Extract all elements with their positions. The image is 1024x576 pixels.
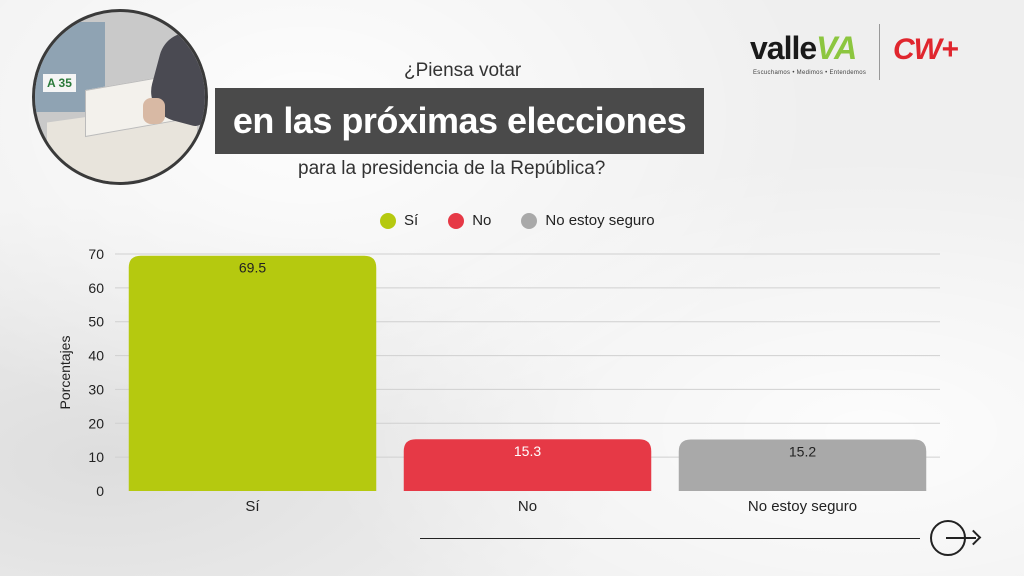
valleva-logo-suffix: VA — [816, 30, 857, 66]
data-label: 69.5 — [239, 260, 266, 276]
x-category-label: No — [518, 498, 537, 515]
valleva-logo: valleVA — [750, 30, 857, 67]
cw-plus-logo: CW+ — [893, 33, 958, 66]
footer-line — [420, 538, 920, 539]
question-line-3: para la presidencia de la República? — [298, 158, 606, 179]
legend-swatch-no-seguro — [521, 212, 538, 229]
question-headline: en las próximas elecciones — [215, 88, 704, 154]
bar — [678, 439, 927, 491]
legend-label-no: No — [472, 212, 492, 229]
legend-label-si: Sí — [404, 212, 419, 229]
bar — [403, 439, 652, 491]
logo-divider — [879, 24, 880, 80]
data-label: 15.3 — [514, 443, 541, 459]
y-tick-label: 60 — [88, 280, 104, 296]
arrow-shaft — [946, 537, 976, 539]
y-tick-label: 20 — [88, 415, 104, 431]
y-tick-label: 30 — [88, 381, 104, 397]
voter-hand — [143, 98, 165, 124]
y-tick-label: 10 — [88, 449, 104, 465]
valleva-logo-prefix: valle — [750, 30, 817, 66]
question-line-1: ¿Piensa votar — [404, 60, 522, 81]
legend-item-no: No — [448, 212, 491, 229]
bar — [128, 255, 377, 491]
legend-label-no-seguro: No estoy seguro — [545, 212, 655, 229]
x-category-label: Sí — [245, 498, 260, 515]
booth-label: A 35 — [43, 74, 76, 92]
legend-swatch-no — [448, 212, 465, 229]
y-axis-title: Porcentajes — [57, 336, 73, 410]
ballot-box-photo: A 35 — [32, 9, 208, 185]
next-arrow-icon[interactable] — [930, 520, 982, 556]
data-label: 15.2 — [789, 444, 816, 460]
legend-swatch-si — [380, 212, 396, 229]
legend-item-si: Sí — [380, 212, 418, 229]
chart-legend: Sí No No estoy seguro — [380, 212, 655, 229]
y-tick-label: 70 — [88, 246, 104, 262]
y-tick-label: 0 — [96, 483, 104, 499]
x-category-label: No estoy seguro — [748, 498, 857, 515]
y-tick-label: 50 — [88, 314, 104, 330]
valleva-tagline: Escuchamos • Medimos • Entendemos — [753, 70, 867, 76]
y-tick-label: 40 — [88, 348, 104, 364]
legend-item-no-seguro: No estoy seguro — [521, 212, 655, 229]
